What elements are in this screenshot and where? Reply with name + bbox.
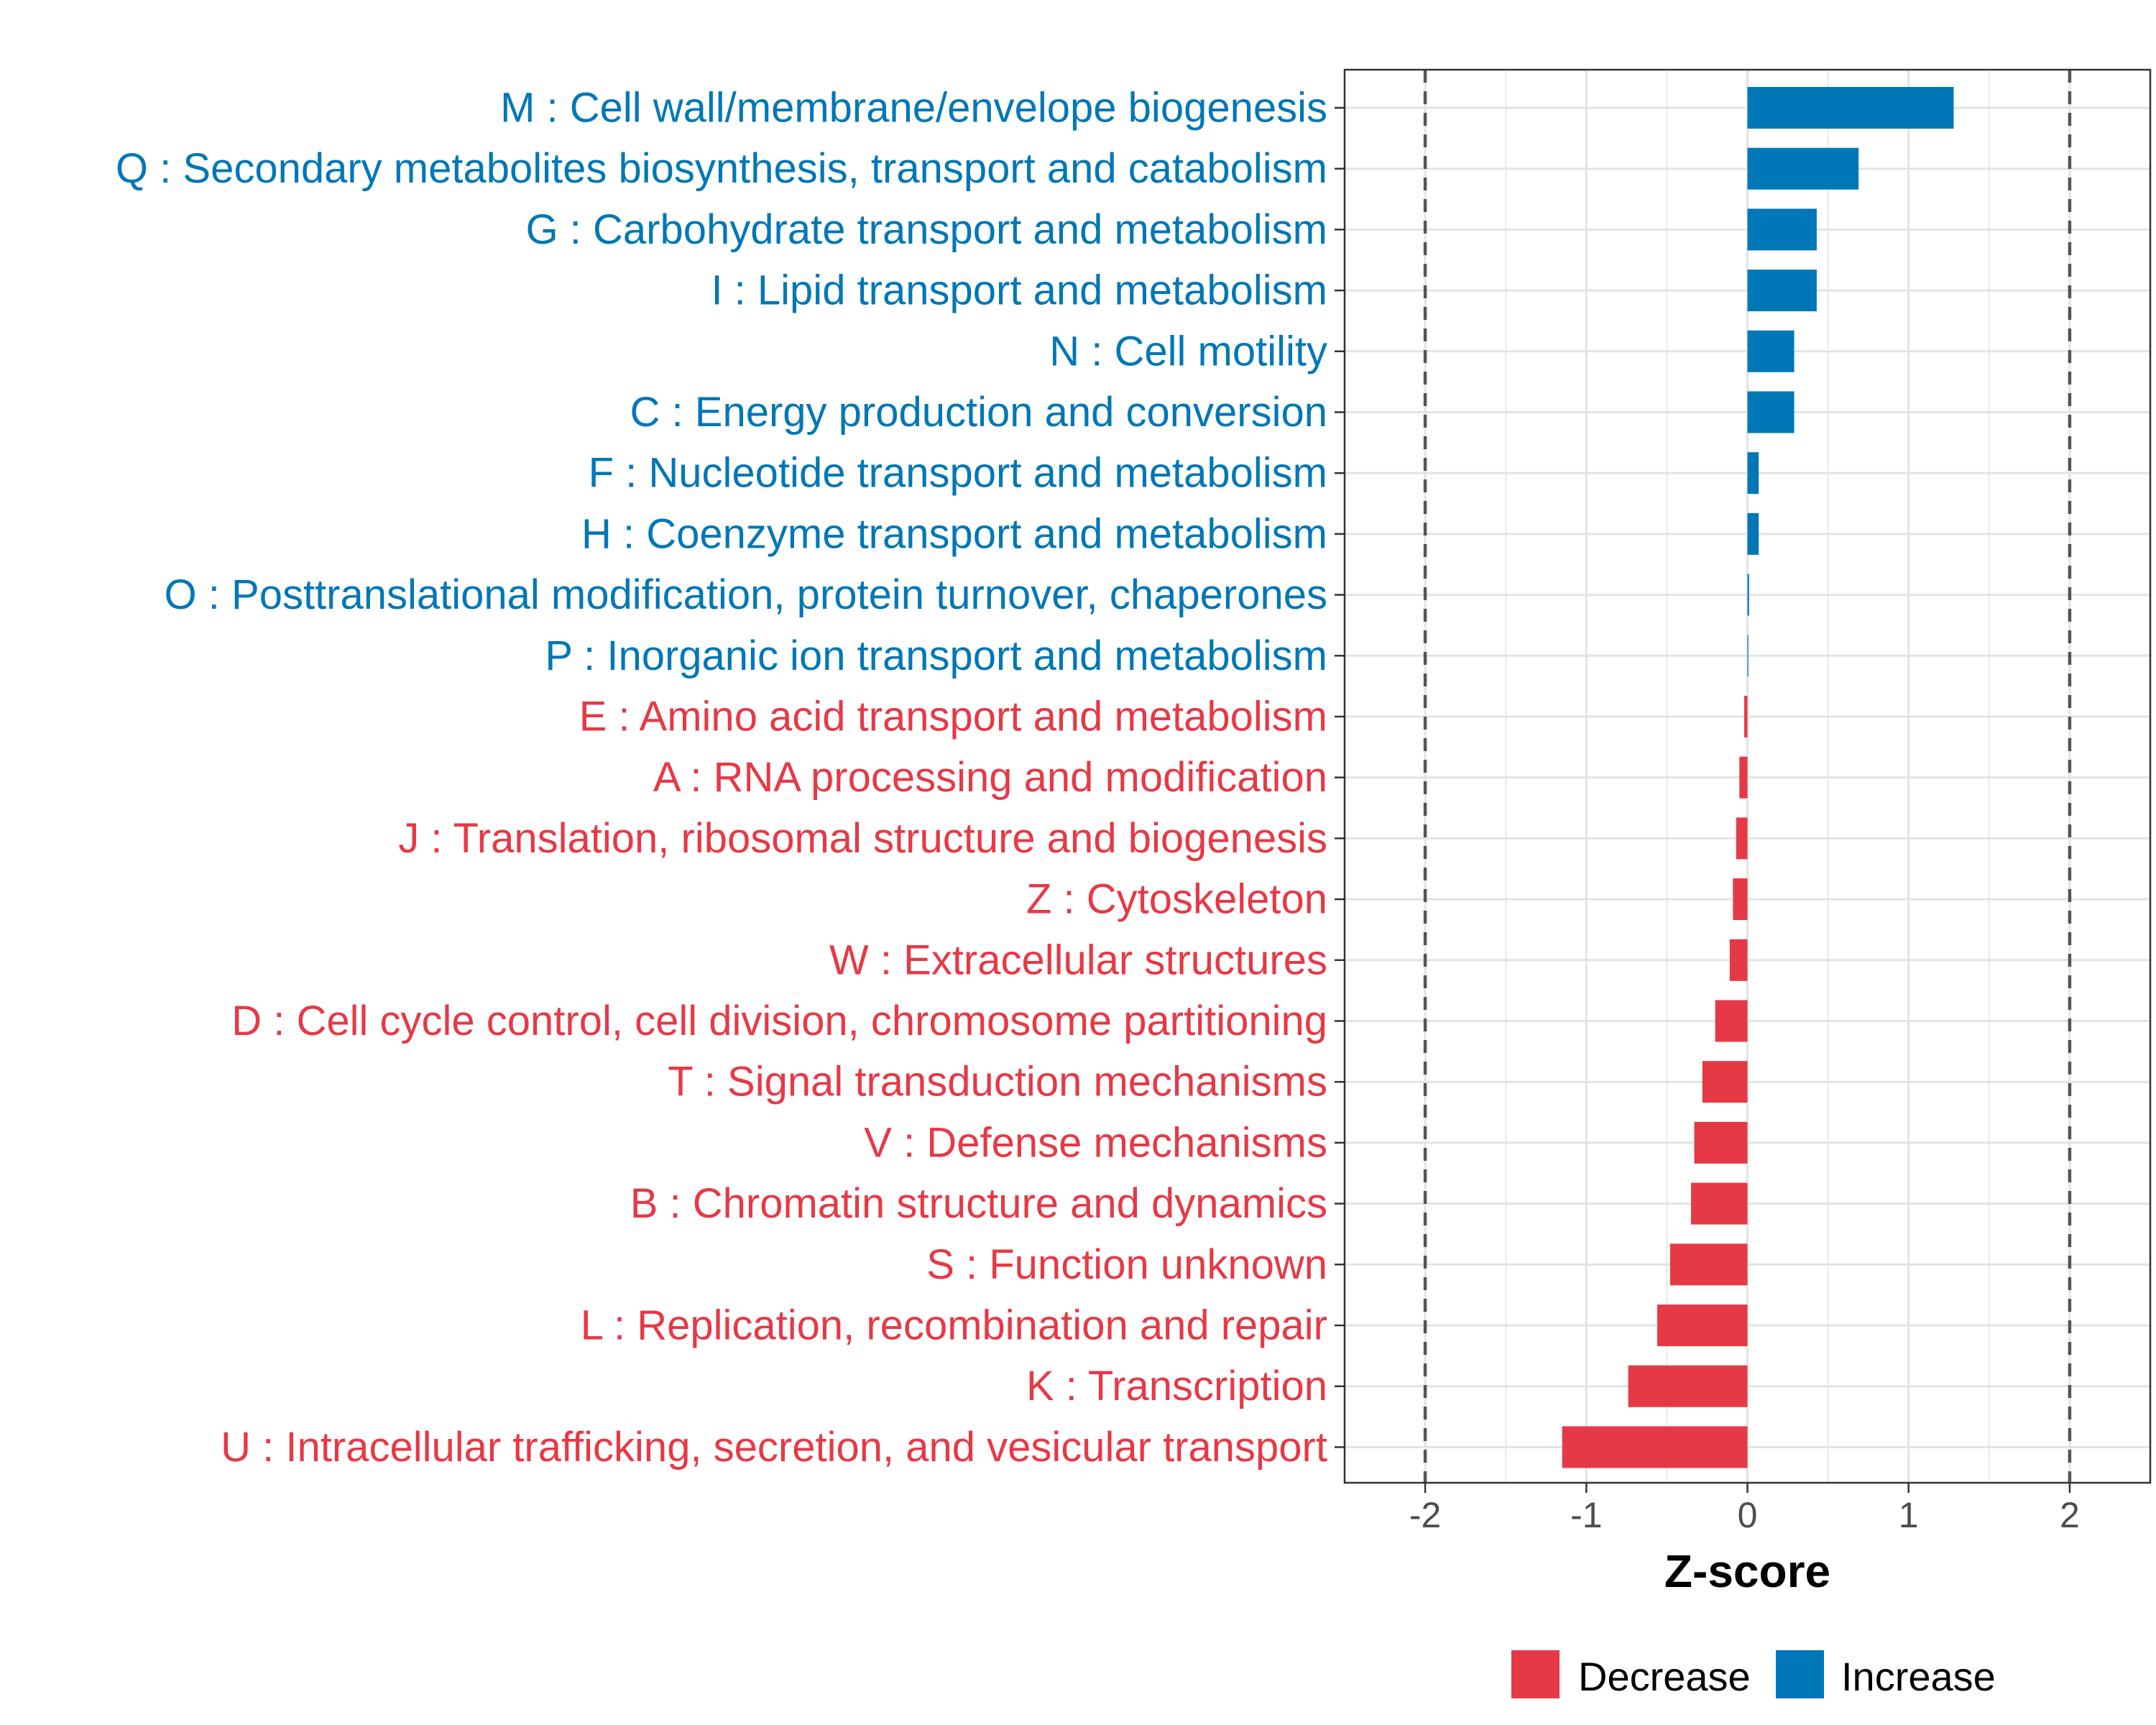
category-label: Q : Secondary metabolites biosynthesis, … [116, 145, 1327, 192]
category-label: A : RNA processing and modification [653, 754, 1327, 801]
x-axis-title: Z-score [1664, 1545, 1830, 1597]
bar-d [1715, 1000, 1748, 1042]
category-label: U : Intracellular trafficking, secretion… [221, 1424, 1327, 1471]
bar-a [1739, 756, 1748, 799]
bar-h [1747, 512, 1759, 555]
legend-swatch-decrease [1511, 1650, 1560, 1698]
x-tick-label: -1 [1570, 1495, 1602, 1535]
category-label: W : Extracellular structures [829, 937, 1327, 983]
bar-s [1669, 1243, 1748, 1286]
category-label: S : Function unknown [926, 1241, 1327, 1288]
category-label: C : Energy production and conversion [630, 389, 1327, 436]
category-label: Z : Cytoskeleton [1026, 876, 1327, 923]
bar-v [1694, 1121, 1748, 1164]
category-label: M : Cell wall/membrane/envelope biogenes… [500, 85, 1327, 132]
bar-o [1747, 574, 1749, 616]
category-label: F : Nucleotide transport and metabolism [589, 450, 1327, 497]
legend: Decrease Increase [1511, 1650, 1996, 1699]
legend-swatch-increase [1776, 1650, 1824, 1698]
bar-j [1736, 817, 1748, 860]
bar-g [1747, 208, 1817, 251]
bar-c [1747, 391, 1795, 433]
bar-w [1729, 939, 1748, 981]
category-label: L : Replication, recombination and repai… [581, 1302, 1327, 1349]
category-label: T : Signal transduction mechanisms [668, 1059, 1327, 1105]
bar-e [1744, 696, 1748, 737]
category-label: J : Translation, ribosomal structure and… [398, 815, 1327, 862]
category-label: E : Amino acid transport and metabolism [579, 694, 1327, 740]
bar-b [1691, 1182, 1748, 1225]
category-label: P : Inorganic ion transport and metaboli… [545, 632, 1327, 679]
category-label: O : Posttranslational modification, prot… [165, 571, 1327, 618]
y-axis-ticks [1335, 106, 1345, 1448]
bar-q [1747, 147, 1859, 190]
x-tick-label: -2 [1409, 1495, 1441, 1535]
category-label: V : Defense mechanisms [864, 1119, 1327, 1166]
bar-f [1747, 452, 1759, 494]
bar-n [1747, 330, 1795, 372]
bar-z [1733, 878, 1748, 921]
category-labels: M : Cell wall/membrane/envelope biogenes… [116, 85, 1327, 1471]
bar-i [1747, 270, 1817, 312]
bar-m [1747, 87, 1954, 129]
category-label: I : Lipid transport and metabolism [711, 267, 1327, 314]
bar-u [1562, 1426, 1748, 1468]
bar-p [1747, 635, 1749, 677]
category-label: G : Carbohydrate transport and metabolis… [526, 206, 1327, 253]
x-tick-label: 0 [1738, 1495, 1758, 1535]
category-label: D : Cell cycle control, cell division, c… [231, 998, 1327, 1044]
x-axis-ticks: -2 -1 0 1 2 [1409, 1483, 2080, 1535]
category-label: K : Transcription [1026, 1363, 1327, 1409]
bar-t [1702, 1061, 1748, 1103]
bars-layer [1562, 87, 1954, 1468]
legend-label-decrease: Decrease [1578, 1654, 1751, 1699]
category-label: N : Cell motility [1049, 328, 1327, 374]
bar-l [1657, 1305, 1748, 1346]
x-tick-label: 2 [2060, 1495, 2080, 1535]
bar-k [1628, 1365, 1748, 1407]
legend-label-increase: Increase [1841, 1654, 1996, 1699]
x-tick-label: 1 [1899, 1495, 1919, 1535]
category-label: B : Chromatin structure and dynamics [630, 1180, 1327, 1227]
category-label: H : Coenzyme transport and metabolism [581, 510, 1327, 557]
